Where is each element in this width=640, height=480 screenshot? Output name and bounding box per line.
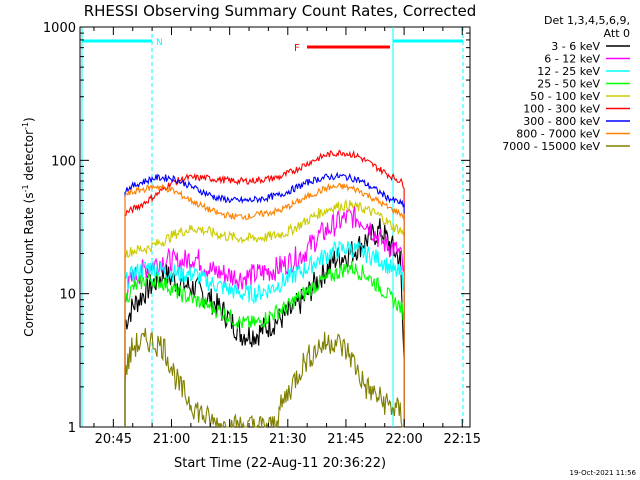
chart-title: RHESSI Observing Summary Count Rates, Co… [84, 2, 477, 20]
series-line [124, 240, 405, 427]
y-axis-label-mid: detector [22, 130, 36, 185]
y-tick-label: 10 [59, 288, 76, 303]
series-line [124, 182, 405, 427]
series-line [124, 149, 405, 427]
legend-label: 50 - 100 keV [530, 90, 600, 103]
y-tick-label: 1000 [43, 21, 76, 36]
legend-label: 100 - 300 keV [523, 103, 600, 116]
axis-group: 20:45 21:00 21:15 21:30 21:45 22:00 22:15 1 10 10… [43, 21, 481, 447]
footer-date: 19-Oct-2021 11:56 [570, 469, 637, 477]
series-line [124, 205, 405, 427]
legend-label: 12 - 25 keV [537, 65, 600, 78]
x-axis-label: Start Time (22-Aug-11 20:36:22) [174, 456, 386, 471]
legend-header-line2: Att 0 [604, 27, 630, 40]
night-label: N [156, 38, 163, 48]
legend-label: 7000 - 15000 keV [502, 140, 600, 153]
legend-label: 300 - 800 keV [523, 115, 600, 128]
legend-label: 800 - 7000 keV [516, 128, 600, 141]
x-tick-label: 21:00 [153, 432, 190, 447]
y-axis-label: Corrected Count Rate (s-1 detector-1) [21, 117, 36, 336]
flare-label: F [294, 43, 300, 54]
y-axis-label-main: Corrected Count Rate (s [22, 192, 36, 336]
series-line [124, 171, 405, 427]
x-tick-label: 21:30 [269, 432, 306, 447]
y-axis-label-end: ) [22, 117, 36, 122]
series-group [124, 149, 405, 430]
x-tick-label: 22:00 [385, 432, 422, 447]
series-line [124, 328, 405, 430]
y-axis-label-sup1: -1 [21, 184, 30, 192]
legend-label: 3 - 6 keV [551, 40, 600, 53]
legend-header-line1: Det 1,3,4,5,6,9, [544, 14, 630, 27]
y-tick-label: 1 [68, 421, 76, 436]
y-axis-label-sup2: -1 [21, 122, 30, 130]
x-tick-label: 22:15 [444, 432, 481, 447]
legend-label: 25 - 50 keV [537, 78, 600, 91]
x-tick-label: 20:45 [95, 432, 132, 447]
night-intervals: N [81, 27, 464, 427]
x-tick-label: 21:45 [327, 432, 364, 447]
flare-interval: F [294, 43, 390, 54]
series-line [124, 260, 405, 427]
y-tick-label: 100 [51, 154, 76, 169]
x-tick-label: 21:15 [211, 432, 248, 447]
series-line [124, 198, 405, 427]
plot-frame [79, 26, 471, 428]
legend-label: 6 - 12 keV [544, 53, 600, 66]
